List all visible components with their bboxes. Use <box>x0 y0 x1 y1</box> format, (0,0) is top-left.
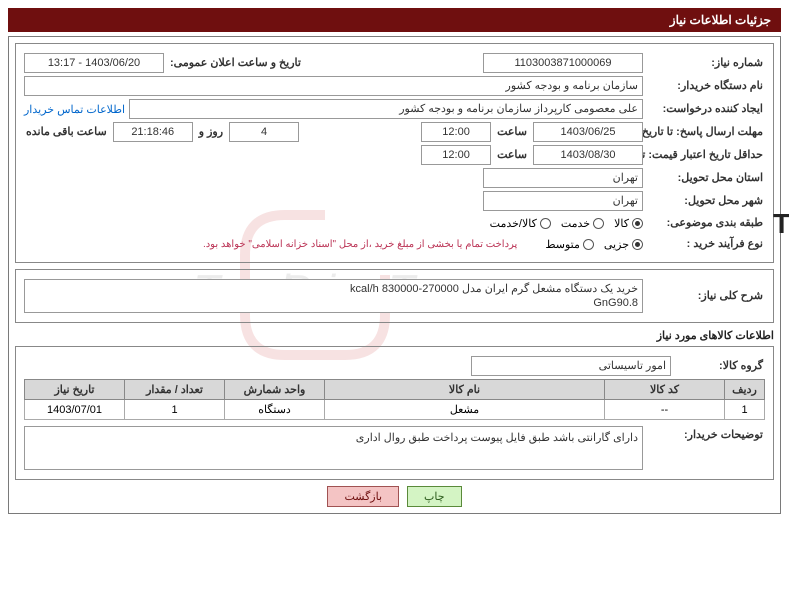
countdown: 21:18:46 <box>113 122 193 142</box>
radio-label: کالا <box>614 217 629 230</box>
remain-word: ساعت باقی مانده <box>24 123 109 141</box>
validity-time: 12:00 <box>421 145 491 165</box>
items-table: ردیفکد کالانام کالاواحد شمارشتعداد / مقد… <box>24 379 765 420</box>
validity-label: حداقل تاریخ اعتبار قیمت: تا تاریخ: <box>647 146 765 164</box>
details-panel: شماره نیاز: 1103003871000069 تاریخ و ساع… <box>15 43 774 263</box>
requester-value: علی معصومی کارپرداز سازمان برنامه و بودج… <box>129 99 643 119</box>
cell-idx: 1 <box>725 400 765 420</box>
table-header: نام کالا <box>325 380 605 400</box>
need-no-value: 1103003871000069 <box>483 53 643 73</box>
cell-code: -- <box>605 400 725 420</box>
cell-qty: 1 <box>125 400 225 420</box>
radio-label: کالا/خدمت <box>490 217 537 230</box>
group-label: گروه کالا: <box>675 357 765 375</box>
deadline-time: 12:00 <box>421 122 491 142</box>
radio-dot-icon <box>632 239 643 250</box>
time-label-2: ساعت <box>495 146 529 164</box>
proc-radio-جزیی[interactable]: جزیی <box>604 238 643 251</box>
announce-label: تاریخ و ساعت اعلان عمومی: <box>168 54 303 72</box>
table-header: کد کالا <box>605 380 725 400</box>
corner-mark: T <box>773 208 789 240</box>
proc-type-label: نوع فرآیند خرید : <box>647 235 765 253</box>
radio-label: خدمت <box>561 217 590 230</box>
table-header: تاریخ نیاز <box>25 380 125 400</box>
requester-label: ایجاد کننده درخواست: <box>647 100 765 118</box>
buyer-org-value: سازمان برنامه و بودجه کشور <box>24 76 643 96</box>
city-value: تهران <box>483 191 643 211</box>
items-title: اطلاعات کالاهای مورد نیاز <box>15 329 774 342</box>
radio-dot-icon <box>593 218 604 229</box>
proc-radio-group: جزیی متوسط <box>545 238 643 251</box>
deadline-date: 1403/06/25 <box>533 122 643 142</box>
main-frame: شماره نیاز: 1103003871000069 تاریخ و ساع… <box>8 36 781 514</box>
days-left: 4 <box>229 122 299 142</box>
button-row: چاپ بازگشت <box>15 486 774 507</box>
cell-unit: دستگاه <box>225 400 325 420</box>
description-panel: شرح کلی نیاز: خرید یک دستگاه مشعل گرم ای… <box>15 269 774 323</box>
print-button[interactable]: چاپ <box>407 486 462 507</box>
table-row: 1 -- مشعل دستگاه 1 1403/07/01 <box>25 400 765 420</box>
cell-date: 1403/07/01 <box>25 400 125 420</box>
page-title: جزئیات اطلاعات نیاز <box>8 8 781 32</box>
radio-label: جزیی <box>604 238 629 251</box>
province-value: تهران <box>483 168 643 188</box>
city-label: شهر محل تحویل: <box>647 192 765 210</box>
buyer-org-label: نام دستگاه خریدار: <box>647 77 765 95</box>
time-label-1: ساعت <box>495 123 529 141</box>
desc-value: خرید یک دستگاه مشعل گرم ایران مدل kcal/h… <box>24 279 643 313</box>
table-header: ردیف <box>725 380 765 400</box>
days-word: روز و <box>197 123 225 141</box>
radio-dot-icon <box>632 218 643 229</box>
buyer-notes-label: توضیحات خریدار: <box>647 426 765 444</box>
category-radio-group: کالا خدمت کالا/خدمت <box>490 217 643 230</box>
category-radio-کالا/خدمت[interactable]: کالا/خدمت <box>490 217 551 230</box>
items-panel: گروه کالا: امور تاسیساتی ردیفکد کالانام … <box>15 346 774 480</box>
need-no-label: شماره نیاز: <box>647 54 765 72</box>
desc-label: شرح کلی نیاز: <box>647 287 765 305</box>
proc-radio-متوسط[interactable]: متوسط <box>545 238 594 251</box>
province-label: استان محل تحویل: <box>647 169 765 187</box>
cell-name: مشعل <box>325 400 605 420</box>
table-header: واحد شمارش <box>225 380 325 400</box>
radio-dot-icon <box>583 239 594 250</box>
deadline-label: مهلت ارسال پاسخ: تا تاریخ: <box>647 123 765 141</box>
group-value: امور تاسیساتی <box>471 356 671 376</box>
category-label: طبقه بندی موضوعی: <box>647 214 765 232</box>
category-radio-کالا[interactable]: کالا <box>614 217 643 230</box>
buyer-notes-value: دارای گارانتی باشد طبق فایل پیوست پرداخت… <box>24 426 643 470</box>
validity-date: 1403/08/30 <box>533 145 643 165</box>
announce-value: 1403/06/20 - 13:17 <box>24 53 164 73</box>
category-radio-خدمت[interactable]: خدمت <box>561 217 604 230</box>
contact-link[interactable]: اطلاعات تماس خریدار <box>24 103 125 116</box>
radio-dot-icon <box>540 218 551 229</box>
radio-label: متوسط <box>545 238 580 251</box>
back-button[interactable]: بازگشت <box>327 486 399 507</box>
table-header: تعداد / مقدار <box>125 380 225 400</box>
payment-note: پرداخت تمام یا بخشی از مبلغ خرید ،از محل… <box>203 239 517 250</box>
